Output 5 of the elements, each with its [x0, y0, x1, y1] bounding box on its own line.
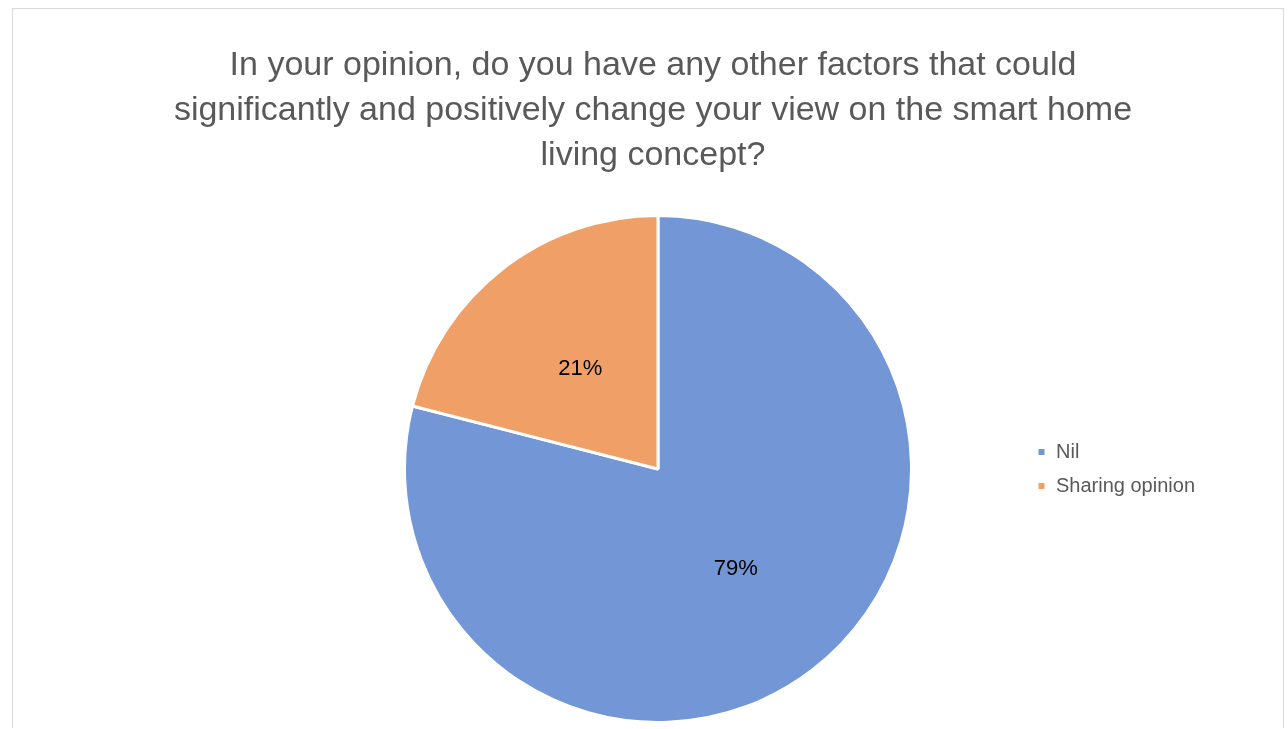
legend-label: Nil — [1056, 439, 1080, 462]
chart-title: In your opinion, do you have any other factors that could significantly and positively change your view on the smart home living concept? — [173, 43, 1133, 174]
data-label: 79% — [713, 555, 758, 581]
legend-label: Sharing opinion — [1056, 473, 1196, 496]
data-label: 21% — [558, 354, 603, 380]
